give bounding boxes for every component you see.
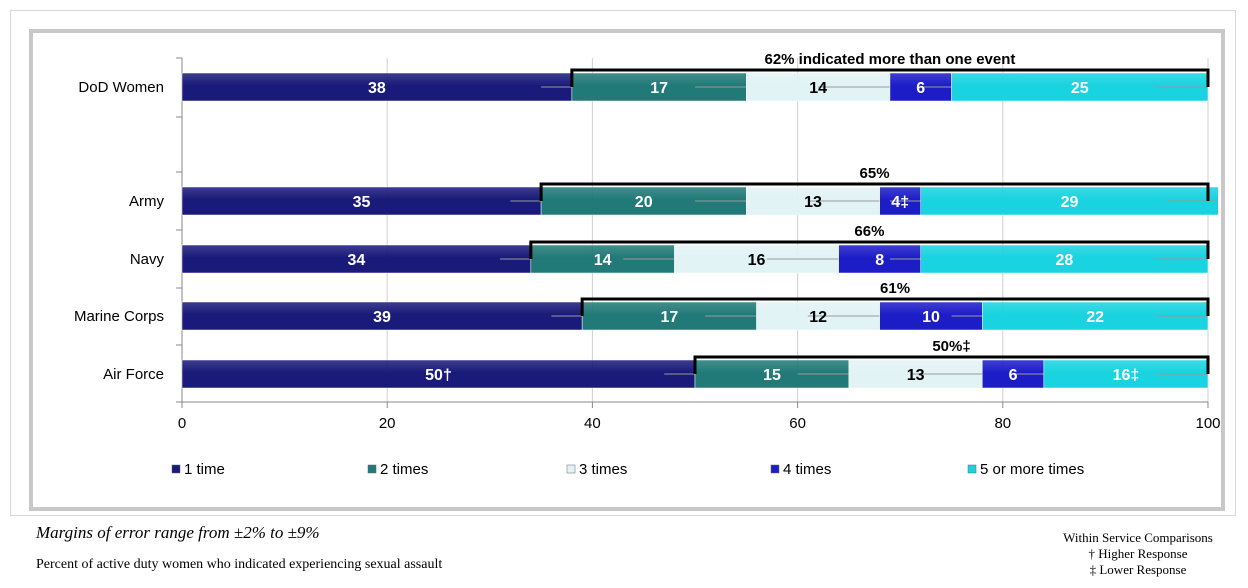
data-label: 17: [660, 309, 678, 326]
bar-segment: [879, 301, 983, 331]
category-label: Navy: [130, 251, 165, 268]
data-label: 25: [1071, 80, 1089, 97]
data-label: 34: [348, 252, 366, 269]
data-label: 16‡: [1113, 367, 1140, 384]
bar-segment: [181, 301, 583, 331]
legend-label-0: 1 time: [184, 461, 225, 478]
legend-label-3: 4 times: [783, 461, 831, 478]
data-label: 17: [650, 80, 668, 97]
data-label: 4‡: [891, 194, 909, 211]
significance-key-lower: ‡ Lower Response: [1089, 562, 1187, 577]
data-label: 28: [1055, 252, 1073, 269]
data-label: 8: [875, 252, 884, 269]
data-label: 6: [1009, 367, 1018, 384]
bracket-label: 65%: [860, 165, 890, 182]
more-than-one-bracket: [539, 182, 1210, 201]
x-tick-label-40: 40: [584, 415, 601, 432]
significance-key-title: Within Service Comparisons: [1063, 530, 1213, 545]
significance-key: Within Service Comparisons † Higher Resp…: [1038, 530, 1238, 578]
more-than-one-bracket: [570, 68, 1210, 87]
x-tick-label-100: 100: [1195, 415, 1220, 432]
category-label: Army: [129, 193, 164, 210]
data-label: 29: [1061, 194, 1079, 211]
legend-swatch-3: [770, 464, 780, 474]
bar-segment: [181, 359, 696, 389]
margin-of-error-note: Margins of error range from ±2% to ±9%: [36, 523, 320, 542]
data-label: 12: [809, 309, 827, 326]
data-label: 14: [594, 252, 612, 269]
data-label: 20: [635, 194, 653, 211]
more-than-one-bracket: [580, 297, 1210, 316]
data-label: 38: [368, 80, 386, 97]
data-label: 50†: [425, 367, 452, 384]
legend-label-2: 3 times: [579, 461, 627, 478]
population-note: Percent of active duty women who indicat…: [36, 557, 443, 572]
bracket-label: 62% indicated more than one event: [764, 51, 1015, 68]
stacked-bar-chart: 0 20 40 60 80 100 DoD Women 38 17 14 6 25 62% indica…: [74, 51, 1221, 478]
more-than-one-bracket: [693, 355, 1210, 374]
bar-segment: [181, 72, 573, 102]
data-label: 35: [353, 194, 371, 211]
data-label: 16: [748, 252, 766, 269]
bar-segment: [181, 244, 532, 274]
data-label: 10: [922, 309, 940, 326]
data-label: 6: [916, 80, 925, 97]
data-label: 13: [907, 367, 925, 384]
category-label: Marine Corps: [74, 308, 164, 325]
data-label: 39: [373, 309, 391, 326]
x-tick-label-60: 60: [789, 415, 806, 432]
bracket-label: 50%‡: [932, 338, 970, 355]
category-label: Air Force: [103, 366, 164, 383]
data-label: 22: [1086, 309, 1104, 326]
legend-swatch-2: [566, 464, 576, 474]
x-tick-label-20: 20: [379, 415, 396, 432]
legend-swatch-4: [967, 464, 977, 474]
legend-label-4: 5 or more times: [980, 461, 1084, 478]
legend-label-1: 2 times: [380, 461, 428, 478]
category-label: DoD Women: [78, 79, 164, 96]
x-tick-label-80: 80: [994, 415, 1011, 432]
bracket-label: 66%: [854, 223, 884, 240]
significance-key-higher: † Higher Response: [1088, 546, 1188, 561]
bar-segment: [181, 186, 542, 216]
legend-swatch-1: [367, 464, 377, 474]
data-label: 14: [809, 80, 827, 97]
data-label: 15: [763, 367, 781, 384]
data-label: 13: [804, 194, 822, 211]
legend-swatch-0: [171, 464, 181, 474]
bracket-label: 61%: [880, 280, 910, 297]
x-tick-label-0: 0: [178, 415, 186, 432]
more-than-one-bracket: [529, 240, 1210, 259]
